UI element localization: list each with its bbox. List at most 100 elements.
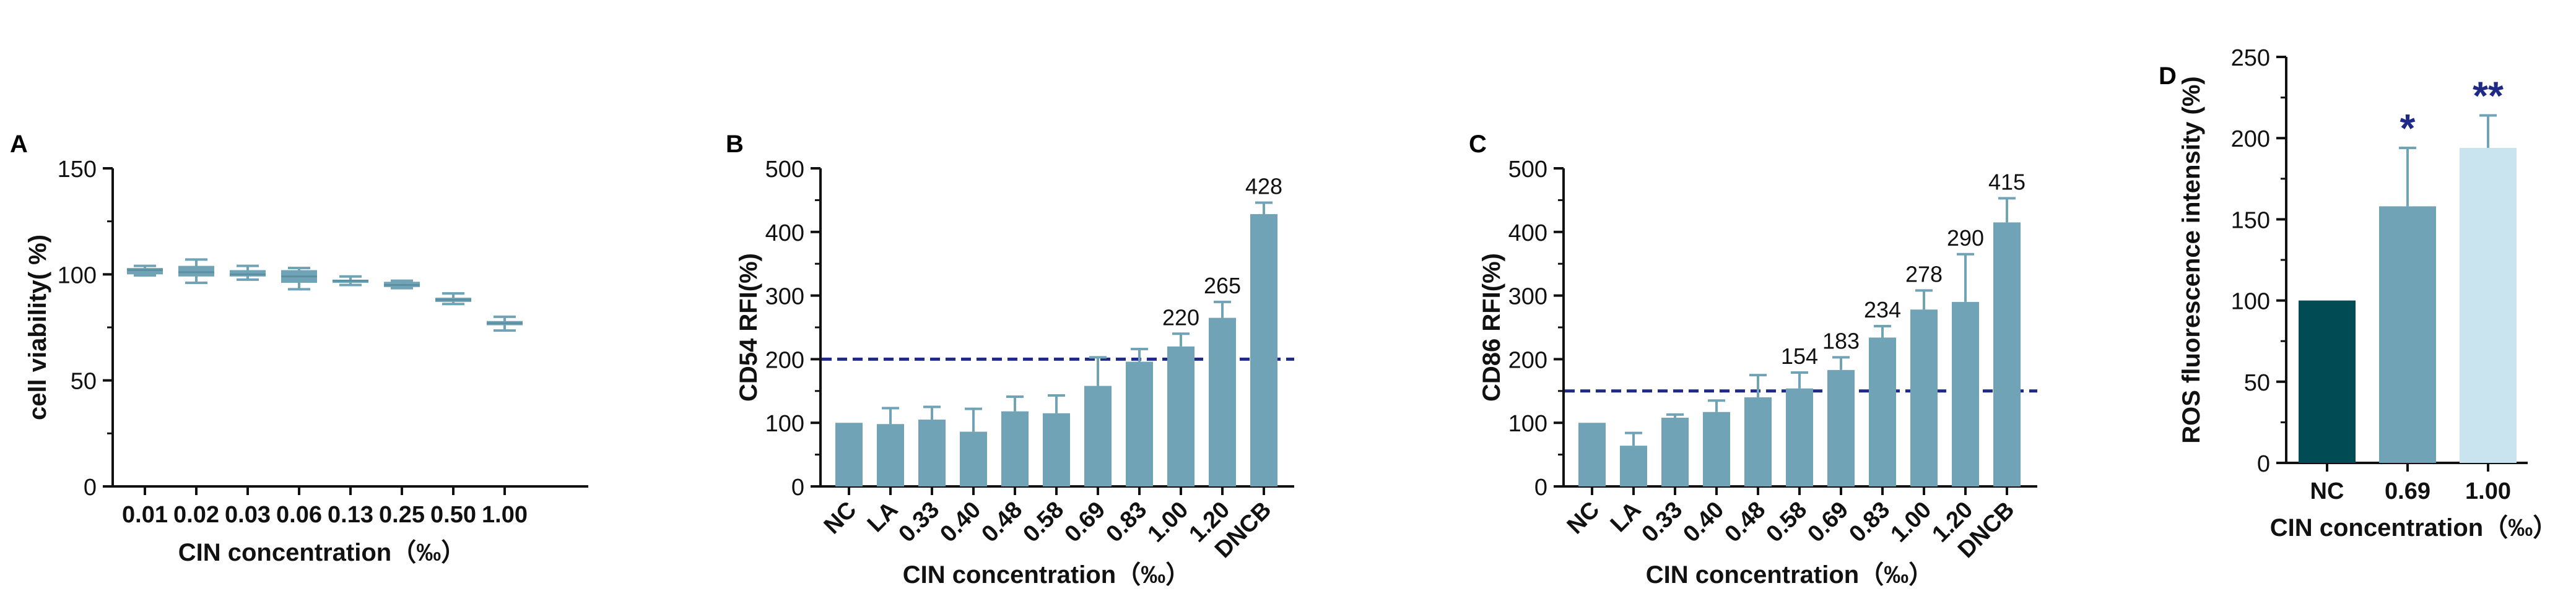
y-tick-label: 100 xyxy=(765,411,804,437)
x-tick-label: NC xyxy=(2310,478,2344,504)
y-axis-title: CD54 RFI(%) xyxy=(735,253,762,402)
y-axis-title: cell viability( %) xyxy=(24,235,51,420)
y-tick-label: 500 xyxy=(765,157,804,183)
y-tick-label: 400 xyxy=(765,220,804,246)
bar xyxy=(1952,301,1979,486)
y-tick-label: 150 xyxy=(2231,207,2270,233)
bar xyxy=(1993,222,2021,486)
x-tick-label: 0.58 xyxy=(1018,497,1069,548)
bar-value-label: 290 xyxy=(1947,225,1984,251)
box-body xyxy=(178,265,214,277)
bar xyxy=(1209,317,1236,486)
x-tick-label: NC xyxy=(1562,497,1605,540)
bar xyxy=(1744,397,1772,486)
panel-d-letter: D xyxy=(2159,63,2177,90)
box-body xyxy=(230,270,266,277)
bar xyxy=(2299,300,2356,463)
bar-value-label: 183 xyxy=(1822,328,1860,353)
bar xyxy=(877,424,904,486)
bar xyxy=(1827,369,1855,486)
bar xyxy=(1620,446,1647,486)
x-tick-label: 0.69 xyxy=(1060,497,1110,548)
y-tick-label: 300 xyxy=(765,284,804,310)
bar xyxy=(1661,417,1689,486)
panel-b-letter: B xyxy=(726,131,744,158)
x-tick-label: NC xyxy=(819,497,862,540)
y-tick-label: 0 xyxy=(84,475,97,501)
bar xyxy=(835,423,863,486)
y-tick-label: 50 xyxy=(2244,370,2270,396)
y-tick-label: 100 xyxy=(58,262,97,288)
bar-value-label: 428 xyxy=(1245,174,1282,199)
y-tick-label: 0 xyxy=(2257,451,2270,477)
bar xyxy=(1126,361,1153,486)
box-body xyxy=(127,268,163,275)
x-tick-label: 0.25 xyxy=(379,502,425,528)
panel-a-box-chart: A 0 50 100 150 0.01 0.02 0.03 0.06 0.13 0.25 0.50 1… xyxy=(10,131,588,566)
x-tick-label: 0.13 xyxy=(328,502,373,528)
panel-a-letter: A xyxy=(10,131,28,158)
x-tick-label: 0.03 xyxy=(225,502,271,528)
x-tick-label: 0.40 xyxy=(1678,497,1729,548)
bar xyxy=(2379,206,2436,463)
x-tick-label: 0.02 xyxy=(173,502,219,528)
significance-marker: * xyxy=(2400,106,2416,150)
x-axis-title: CIN concentration（‰） xyxy=(903,561,1190,589)
x-tick-label: 0.01 xyxy=(122,502,168,528)
bar-value-label: 415 xyxy=(1988,169,2026,194)
bar-value-label: 234 xyxy=(1864,297,1901,322)
x-tick-label: 0.50 xyxy=(430,502,476,528)
bar xyxy=(918,420,946,486)
y-tick-label: 500 xyxy=(1508,157,1547,183)
x-tick-label: 0.58 xyxy=(1761,497,1812,548)
x-tick-label: 0.69 xyxy=(2385,478,2430,504)
significance-marker: ** xyxy=(2473,73,2504,118)
bar-value-label: 220 xyxy=(1162,304,1199,330)
y-tick-label: 0 xyxy=(1534,475,1547,501)
y-axis-title: CD86 RFI(%) xyxy=(1478,253,1505,402)
bar xyxy=(1167,346,1194,486)
x-axis-title: CIN concentration（‰） xyxy=(1646,561,1933,589)
x-tick-label: 0.33 xyxy=(894,497,944,548)
bar-value-label: 154 xyxy=(1781,343,1818,369)
bar xyxy=(960,431,987,486)
x-tick-label: 1.00 xyxy=(1142,497,1193,548)
y-tick-label: 0 xyxy=(791,475,804,501)
bar xyxy=(1001,411,1029,486)
y-tick-label: 300 xyxy=(1508,284,1547,310)
x-tick-label: 0.48 xyxy=(977,497,1027,548)
bar xyxy=(1578,423,1606,486)
y-tick-label: 200 xyxy=(2231,126,2270,152)
y-tick-label: 200 xyxy=(765,347,804,373)
bar xyxy=(2460,147,2517,463)
bar-value-label: 265 xyxy=(1204,273,1241,298)
y-tick-label: 50 xyxy=(71,369,97,395)
x-axis-title: CIN concentration（‰） xyxy=(2270,514,2557,541)
y-tick-label: 150 xyxy=(58,157,97,183)
bar xyxy=(1786,388,1813,486)
x-tick-label: 1.00 xyxy=(2465,478,2511,504)
x-axis-title: CIN concentration（‰） xyxy=(178,539,466,566)
y-tick-label: 250 xyxy=(2231,45,2270,71)
y-tick-label: 400 xyxy=(1508,220,1547,246)
x-tick-label: 0.40 xyxy=(935,497,986,548)
bar xyxy=(1250,214,1277,486)
bar xyxy=(1910,309,1938,486)
x-tick-label: 0.83 xyxy=(1101,497,1152,548)
bar xyxy=(1869,337,1896,486)
y-tick-label: 100 xyxy=(2231,289,2270,315)
x-tick-label: 0.48 xyxy=(1720,497,1770,548)
x-tick-label: 1.00 xyxy=(1886,497,1936,548)
bar xyxy=(1043,413,1070,486)
x-tick-label: 0.69 xyxy=(1803,497,1853,548)
panel-c-letter: C xyxy=(1469,131,1487,158)
x-tick-label: 0.83 xyxy=(1844,497,1895,548)
bar xyxy=(1084,386,1112,486)
y-tick-label: 200 xyxy=(1508,347,1547,373)
bar xyxy=(1703,412,1730,486)
y-axis-title: ROS fluorescence intensity (%) xyxy=(2178,76,2205,443)
x-tick-label: 1.00 xyxy=(482,502,528,528)
